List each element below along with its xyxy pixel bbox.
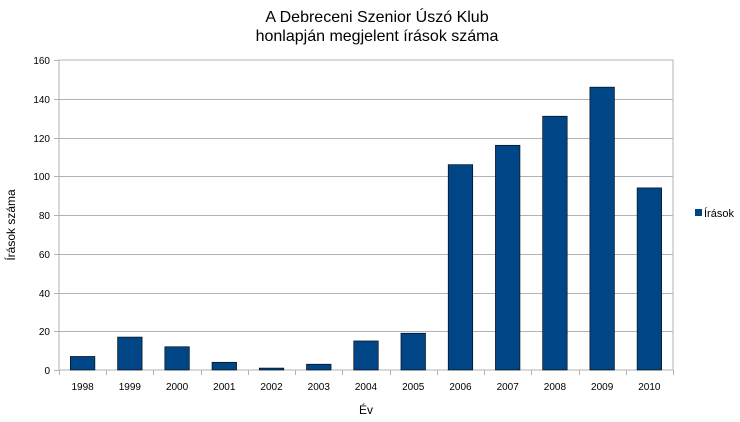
legend-label: Írások	[704, 207, 734, 220]
x-tick-label: 2007	[497, 382, 520, 393]
x-tick-label: 1998	[71, 382, 94, 393]
legend-swatch	[695, 209, 702, 216]
bar	[495, 144, 521, 371]
y-tick-label: 80	[39, 211, 51, 222]
x-tick-label: 2010	[638, 382, 661, 393]
chart-subtitle: honlapján megjelent írások száma	[256, 28, 499, 45]
bar	[164, 346, 190, 371]
x-tick-label: 2006	[449, 382, 472, 393]
y-tick-label: 0	[44, 366, 50, 377]
bar	[117, 336, 143, 371]
y-tick-label: 140	[33, 95, 50, 106]
bar	[258, 367, 285, 371]
bar	[636, 187, 662, 371]
x-tick-label: 2004	[355, 382, 378, 393]
x-axis-ticks: 1998 1999 2000 2001 2002 2003 2004 2005 2006 2007…	[59, 370, 674, 393]
legend: Írások	[695, 207, 734, 220]
y-tick-label: 100	[33, 172, 50, 183]
x-axis-label: Év	[359, 402, 373, 417]
x-tick-label: 2003	[308, 382, 331, 393]
y-tick-label: 160	[33, 56, 50, 67]
y-tick-label: 120	[33, 134, 50, 145]
x-tick-label: 2002	[260, 382, 283, 393]
x-tick-label: 2001	[213, 382, 236, 393]
y-tick-label: 20	[39, 327, 51, 338]
y-tick-label: 60	[39, 250, 51, 261]
bar	[589, 86, 615, 371]
bar	[400, 332, 426, 371]
y-axis-label: Írások száma	[3, 189, 18, 261]
bar	[353, 340, 379, 371]
bars	[70, 86, 662, 371]
y-axis-ticks: 0 20 40 60 80 100 120 140 160	[33, 56, 59, 377]
chart-title: A Debreceni Szenior Úszó Klub	[265, 7, 488, 26]
bar	[70, 356, 96, 371]
bar	[211, 361, 237, 371]
y-tick-label: 40	[39, 289, 51, 300]
x-tick-label: 2009	[591, 382, 614, 393]
x-tick-label: 2008	[544, 382, 567, 393]
x-tick-label: 2000	[166, 382, 189, 393]
x-tick-label: 2005	[402, 382, 425, 393]
bar	[447, 164, 474, 371]
x-tick-label: 1999	[119, 382, 142, 393]
grid-lines	[59, 99, 673, 332]
bar	[542, 115, 568, 371]
bar	[306, 363, 332, 371]
